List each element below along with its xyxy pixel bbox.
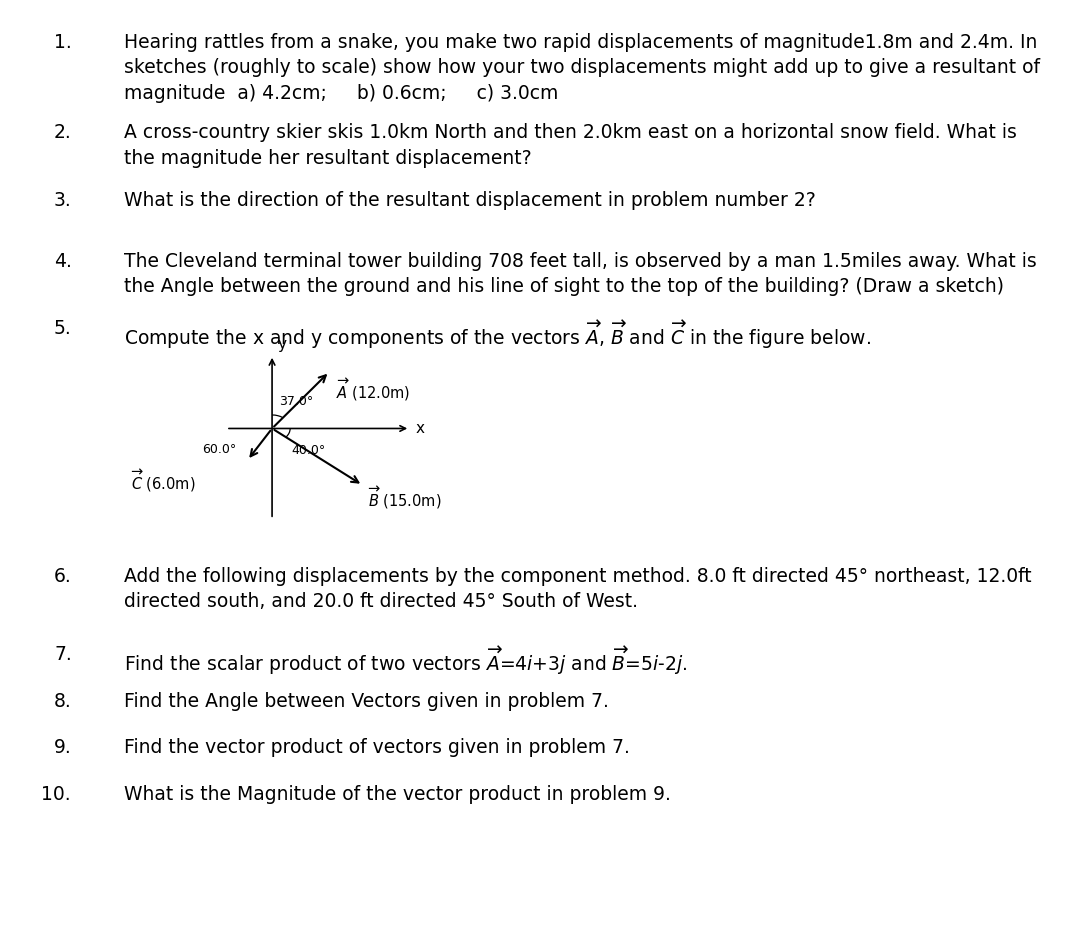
Text: 7.: 7. [54, 645, 71, 664]
Text: What is the direction of the resultant displacement in problem number 2?: What is the direction of the resultant d… [124, 191, 816, 210]
Text: Hearing rattles from a snake, you make two rapid displacements of magnitude1.8m : Hearing rattles from a snake, you make t… [124, 33, 1040, 103]
Text: 4.: 4. [54, 252, 72, 270]
Text: $\overrightarrow{A}$ (12.0m): $\overrightarrow{A}$ (12.0m) [336, 377, 410, 403]
Text: $\overrightarrow{B}$ (15.0m): $\overrightarrow{B}$ (15.0m) [368, 486, 442, 512]
Text: 8.: 8. [54, 692, 71, 710]
Text: What is the Magnitude of the vector product in problem 9.: What is the Magnitude of the vector prod… [124, 785, 671, 803]
Text: 3.: 3. [54, 191, 71, 210]
Text: x: x [416, 421, 424, 436]
Text: The Cleveland terminal tower building 708 feet tall, is observed by a man 1.5mil: The Cleveland terminal tower building 70… [124, 252, 1037, 296]
Text: $\overrightarrow{C}$ (6.0m): $\overrightarrow{C}$ (6.0m) [131, 468, 195, 494]
Text: 60.0°: 60.0° [202, 444, 235, 456]
Text: 9.: 9. [54, 738, 71, 757]
Text: 5.: 5. [54, 319, 71, 337]
Text: Compute the x and y components of the vectors $\overrightarrow{A}$, $\overrighta: Compute the x and y components of the ve… [124, 319, 872, 351]
Text: 6.: 6. [54, 567, 71, 585]
Text: 37.0°: 37.0° [279, 395, 313, 408]
Text: Find the vector product of vectors given in problem 7.: Find the vector product of vectors given… [124, 738, 630, 757]
Text: 1.: 1. [54, 33, 71, 51]
Text: Find the Angle between Vectors given in problem 7.: Find the Angle between Vectors given in … [124, 692, 609, 710]
Text: 2.: 2. [54, 123, 71, 142]
Text: 10.: 10. [41, 785, 70, 803]
Text: A cross-country skier skis 1.0km North and then 2.0km east on a horizontal snow : A cross-country skier skis 1.0km North a… [124, 123, 1017, 168]
Text: 40.0°: 40.0° [292, 445, 326, 458]
Text: Find the scalar product of two vectors $\overrightarrow{A}$=4$i$+3$j$ and $\over: Find the scalar product of two vectors $… [124, 645, 688, 678]
Text: y: y [278, 337, 286, 352]
Text: Add the following displacements by the component method. 8.0 ft directed 45° nor: Add the following displacements by the c… [124, 567, 1031, 611]
